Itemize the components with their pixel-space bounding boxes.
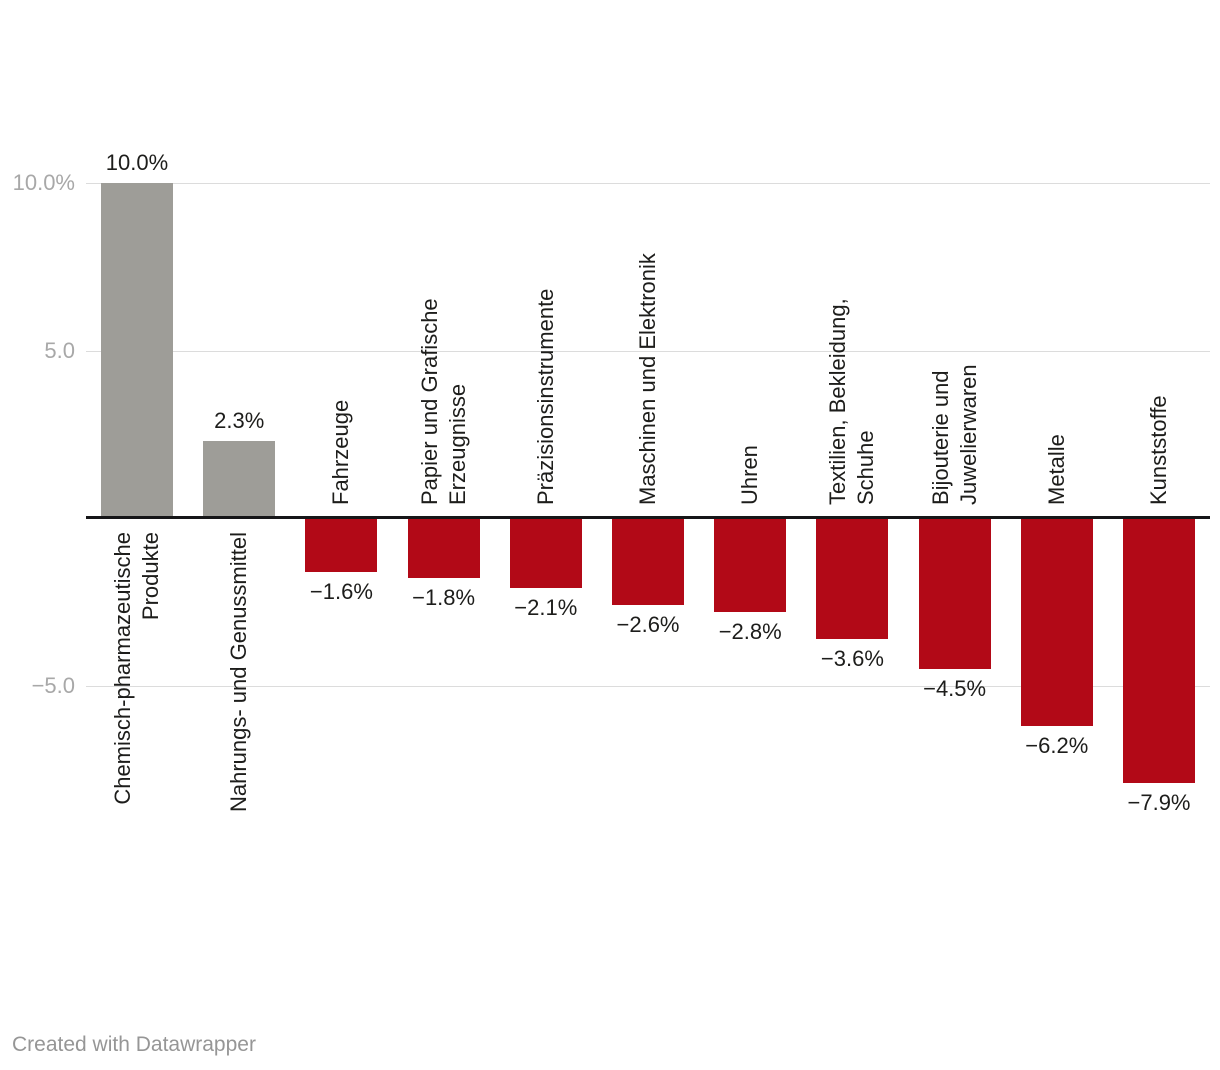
bar-category-label: Fahrzeuge [328,399,354,505]
bar-value-label: −1.6% [309,578,373,604]
bar [305,518,378,572]
x-axis-line [86,516,1210,519]
bar-value-label: −6.2% [1025,732,1089,758]
bar-category-label: Nahrungs- und Genussmittel [226,532,252,813]
bar [1020,518,1093,726]
bar [101,183,173,518]
bar-category-label: Textilien, Bekleidung, Schuhe [825,298,879,505]
y-tick-label: 10.0% [12,170,75,195]
bar-category-label: Papier und Grafische Erzeugnisse [416,298,470,505]
bar-category-label: Präzisionsinstrumente [532,288,558,505]
bar-category-label: Metalle [1043,434,1069,505]
y-tick-label: −5.0 [31,672,75,698]
bar-value-label: 2.3% [214,407,265,433]
bar [1123,518,1195,783]
bar-category-label: Maschinen und Elektronik [635,253,660,505]
bar-value-label: −2.1% [514,595,578,621]
bar-category-label: Bijouterie und Juwelierwaren [927,364,981,505]
y-gridline [86,685,1210,687]
bar [816,518,889,639]
bar [918,518,991,669]
bar-value-label: −4.5% [923,675,987,701]
bar-category-label: Kunststoffe [1146,395,1171,505]
bar-value-label: −1.8% [412,585,476,611]
bar [509,518,582,589]
bar-category-label: Uhren [737,445,763,505]
bar-value-label: 10.0% [105,150,169,175]
bar [714,518,787,612]
chart-credit: Created with Datawrapper [12,1033,256,1056]
y-gridline [86,183,1210,184]
bar-value-label: −7.9% [1127,789,1191,815]
y-gridline [86,350,1210,352]
bar-value-label: −2.6% [616,612,680,638]
bar [407,518,480,579]
y-tick-label: 5.0 [44,337,75,363]
bar-value-label: −3.6% [820,645,884,671]
bar-category-label: Chemisch-pharmazeutische Produkte [110,532,163,805]
bar-value-label: −2.8% [718,618,782,644]
bar [612,518,684,606]
bar [203,440,276,518]
